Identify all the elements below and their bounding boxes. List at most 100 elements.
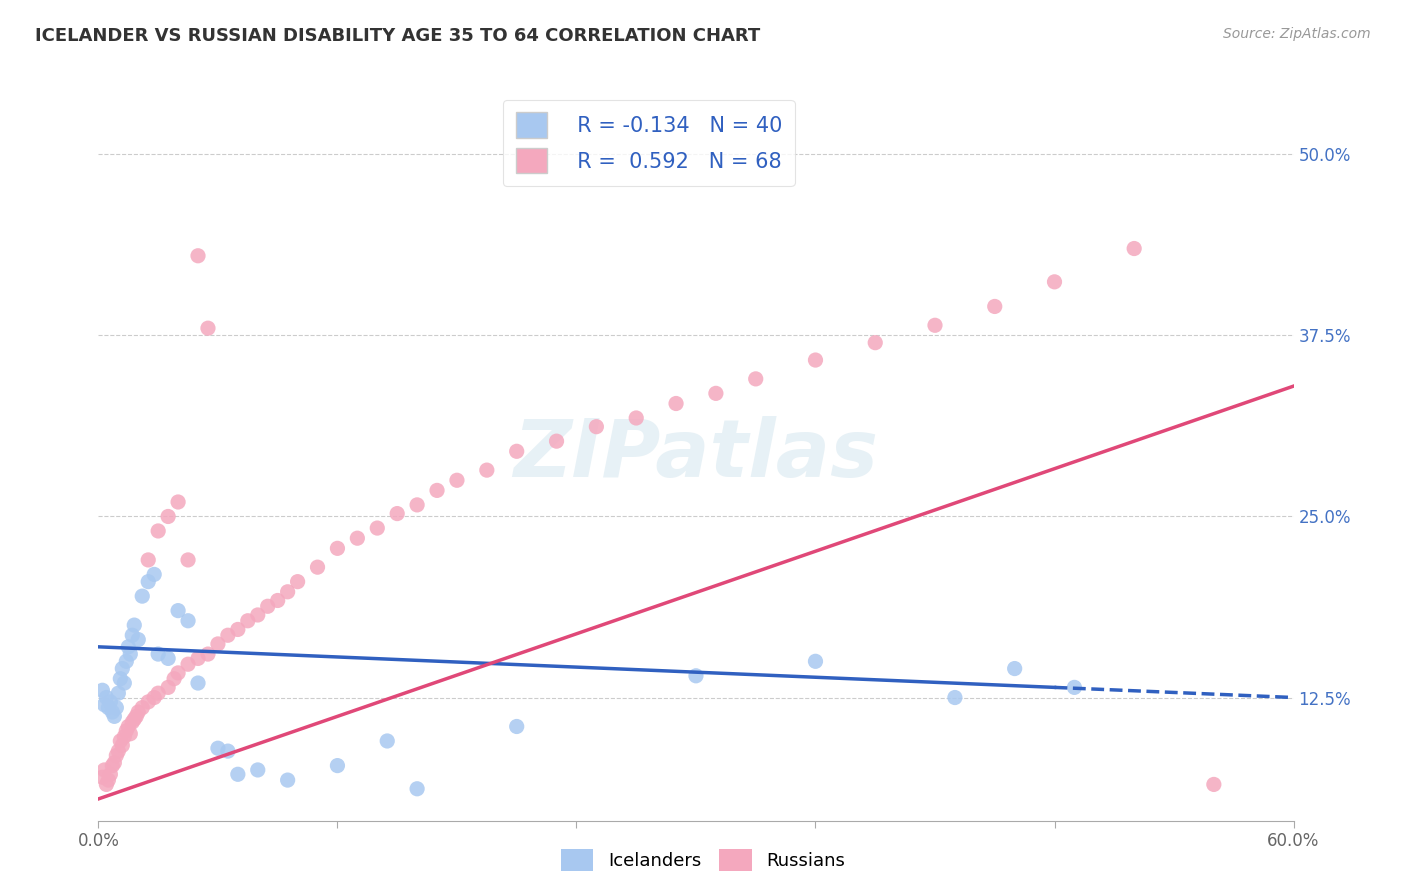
Point [217, 628, 239, 642]
Text: ZIPatlas: ZIPatlas [513, 416, 879, 494]
Point [110, 734, 132, 748]
Legend: Icelanders, Russians: Icelanders, Russians [554, 842, 852, 879]
Point [120, 727, 142, 741]
Point [246, 607, 269, 622]
Point [91, 770, 114, 784]
Point [924, 318, 946, 333]
Point [105, 700, 128, 714]
Point [865, 335, 887, 350]
Point [121, 628, 143, 642]
Point [506, 719, 529, 733]
Point [103, 756, 125, 770]
Point [167, 604, 190, 618]
Point [277, 584, 299, 599]
Point [685, 669, 707, 683]
Point [207, 741, 229, 756]
Point [98, 767, 122, 781]
Point [446, 473, 468, 487]
Point [124, 712, 146, 726]
Point [121, 715, 143, 730]
Point [745, 372, 768, 386]
Point [256, 599, 278, 614]
Point [287, 574, 309, 589]
Point [157, 509, 180, 524]
Legend:   R = -0.134   N = 40,   R =  0.592   N = 68: R = -0.134 N = 40, R = 0.592 N = 68 [503, 100, 794, 186]
Point [136, 553, 159, 567]
Point [107, 744, 129, 758]
Point [117, 719, 139, 733]
Point [136, 695, 159, 709]
Point [326, 758, 349, 772]
Point [136, 574, 159, 589]
Point [131, 589, 153, 603]
Point [157, 651, 180, 665]
Point [143, 567, 166, 582]
Point [112, 730, 135, 744]
Point [984, 300, 1007, 314]
Point [127, 705, 149, 719]
Text: ICELANDER VS RUSSIAN DISABILITY AGE 35 TO 64 CORRELATION CHART: ICELANDER VS RUSSIAN DISABILITY AGE 35 T… [35, 27, 761, 45]
Point [385, 507, 409, 521]
Point [167, 495, 190, 509]
Point [187, 651, 209, 665]
Point [665, 396, 688, 410]
Point [326, 541, 349, 556]
Point [177, 657, 200, 672]
Point [112, 676, 135, 690]
Point [125, 709, 148, 723]
Point [111, 662, 134, 676]
Point [277, 773, 299, 788]
Point [187, 676, 209, 690]
Point [157, 681, 180, 695]
Point [107, 686, 129, 700]
Point [127, 632, 149, 647]
Point [143, 690, 166, 705]
Point [626, 411, 648, 425]
Text: Source: ZipAtlas.com: Source: ZipAtlas.com [1223, 27, 1371, 41]
Point [267, 593, 290, 607]
Point [97, 700, 120, 714]
Point [246, 763, 269, 777]
Point [943, 690, 966, 705]
Point [1123, 242, 1146, 256]
Point [1004, 662, 1026, 676]
Point [163, 672, 186, 686]
Point [1063, 681, 1085, 695]
Point [177, 553, 200, 567]
Point [226, 767, 249, 781]
Point [804, 654, 827, 668]
Point [585, 419, 607, 434]
Point [217, 744, 239, 758]
Point [375, 734, 398, 748]
Point [804, 353, 827, 368]
Point [307, 560, 329, 574]
Point [406, 781, 429, 796]
Point [115, 654, 138, 668]
Point [93, 763, 115, 777]
Point [124, 618, 146, 632]
Point [704, 386, 727, 401]
Point [546, 434, 568, 449]
Point [475, 463, 498, 477]
Point [103, 709, 125, 723]
Point [177, 614, 200, 628]
Point [115, 723, 138, 738]
Point [226, 623, 249, 637]
Point [167, 665, 190, 680]
Point [131, 700, 153, 714]
Point [117, 640, 139, 654]
Point [96, 777, 118, 791]
Point [148, 524, 170, 538]
Point [346, 531, 368, 545]
Point [110, 672, 132, 686]
Point [187, 249, 209, 263]
Point [120, 647, 142, 661]
Point [101, 705, 124, 719]
Point [148, 686, 170, 700]
Point [101, 758, 124, 772]
Point [426, 483, 449, 498]
Point [96, 690, 118, 705]
Point [98, 695, 122, 709]
Point [97, 773, 120, 788]
Point [1043, 275, 1066, 289]
